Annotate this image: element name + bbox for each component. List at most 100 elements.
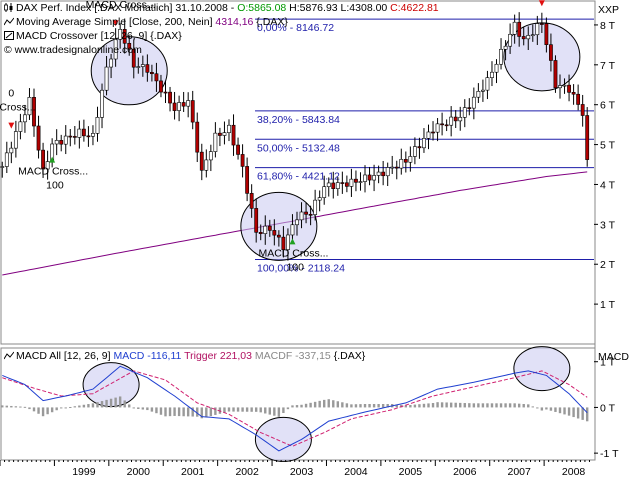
macdf-bar-72 — [327, 399, 330, 408]
price-axis: 1 T 2 T 3 T 4 T 5 T 6 T 7 T 8 T — [594, 20, 616, 311]
fib-label-0: 0,00% - 8146.72 — [257, 22, 334, 34]
macdf-bar-70 — [318, 400, 321, 408]
candle-body-100 — [453, 116, 458, 122]
macdf-bar-73 — [332, 400, 335, 408]
macdf-bar-17 — [78, 405, 81, 408]
macdf-bar-67 — [304, 403, 308, 408]
candle-body-23 — [104, 66, 109, 91]
candle-body-101 — [458, 116, 463, 122]
candle-body-95 — [431, 131, 435, 134]
macdf-bar-1 — [5, 405, 9, 408]
candle-body-102 — [462, 107, 467, 118]
macd-value: MACD -116,11 — [113, 350, 182, 362]
trigger-line — [2, 370, 588, 447]
candle-body-125 — [567, 84, 571, 93]
candle-body-103 — [467, 107, 472, 109]
macdf-bar-7 — [32, 407, 36, 412]
macdf-bar-12 — [55, 407, 58, 411]
macd-tick-label-1: 0 T — [600, 402, 616, 414]
macdf-bar-15 — [69, 406, 72, 408]
macdf-bar-64 — [291, 405, 294, 408]
macdf-bar-54 — [245, 407, 249, 412]
macdf-bar-37 — [168, 407, 172, 417]
macdf-bar-39 — [177, 407, 181, 417]
macdf-bar-53 — [241, 407, 244, 412]
macdf-bar-43 — [196, 407, 199, 417]
candle-body-124 — [562, 84, 567, 87]
candle-body-40 — [181, 102, 186, 107]
macdf-bar-23 — [105, 399, 108, 408]
candle-body-80 — [363, 174, 367, 182]
macdf-bar-14 — [64, 407, 67, 409]
candle-body-115 — [521, 36, 526, 40]
candle-body-55 — [249, 193, 254, 209]
candle-body-105 — [476, 91, 481, 98]
macdf-bar-20 — [91, 403, 95, 408]
macdf-bar-122 — [554, 407, 557, 412]
macdf-bar-36 — [164, 407, 167, 417]
macdf-bar-84 — [381, 404, 385, 408]
macdf-bar-5 — [23, 406, 27, 408]
macd-name: MACD All [12, 26, 9] — [16, 350, 114, 362]
macdf-bar-69 — [313, 401, 317, 408]
macdf-bar-57 — [259, 407, 262, 413]
candle-body-5 — [23, 114, 27, 123]
macdf-bar-129 — [585, 407, 589, 422]
candle-body-76 — [344, 182, 349, 187]
macdf-bar-59 — [268, 407, 271, 415]
buy-arrow-3 — [289, 238, 296, 245]
candle-body-127 — [576, 93, 581, 105]
macdf-bar-30 — [137, 407, 140, 409]
candle-body-48 — [218, 132, 222, 136]
candle-body-118 — [535, 23, 540, 36]
fib-label-2: 50,00% - 5132.48 — [257, 142, 340, 154]
candle-body-67 — [304, 211, 308, 215]
macdf-bar-94 — [427, 403, 430, 408]
candle-body-3 — [13, 131, 18, 149]
macdf-bar-22 — [100, 401, 104, 408]
year-label-2005: 2005 — [399, 466, 423, 478]
highlight-circle-4 — [254, 416, 312, 462]
macdf-bar-19 — [87, 404, 90, 408]
candle-body-0 — [0, 166, 5, 168]
buy-label-1: MACD Cross... — [18, 166, 88, 178]
candle-body-69 — [313, 199, 318, 215]
highlight-circle-1 — [240, 191, 318, 261]
crossover-icon — [4, 31, 14, 40]
price-tick-label-5: 6 T — [600, 100, 616, 112]
candle-body-63 — [286, 234, 290, 250]
macdf-bar-127 — [576, 407, 580, 419]
price-tick-label-0: 1 T — [600, 299, 616, 311]
price-tick-label-2: 3 T — [600, 219, 616, 231]
highlight-circles — [82, 22, 581, 462]
candle-body-52 — [236, 144, 240, 155]
macdf-bar-63 — [286, 407, 290, 410]
candle-body-85 — [385, 167, 390, 177]
macdf-bar-28 — [128, 404, 131, 408]
macdf-bar-66 — [300, 404, 303, 408]
candle-body-75 — [340, 182, 345, 184]
macdf-bar-121 — [549, 407, 553, 411]
year-label-2000: 2000 — [127, 466, 151, 478]
macd-tick-label-0: 1 T — [600, 357, 616, 369]
macdf-bar-46 — [209, 407, 213, 417]
macdf-bar-116 — [527, 404, 530, 408]
macd-series — [1, 365, 589, 452]
high-value: H:5876.93 — [286, 2, 338, 14]
macdf-bar-21 — [96, 402, 99, 408]
candle-body-35 — [159, 80, 163, 93]
macdf-bar-91 — [413, 404, 417, 408]
macdf-bar-118 — [536, 407, 539, 409]
macdf-bar-60 — [273, 407, 276, 416]
macdf-bar-61 — [277, 407, 281, 417]
macdf-bar-117 — [531, 406, 534, 408]
macdf-bar-16 — [73, 406, 77, 408]
macdf-bar-85 — [386, 404, 389, 408]
candlesticks — [0, 12, 590, 261]
instrument-title: DAX Perf. Index [.DAX Monatlich] 31.10.2… — [16, 2, 238, 14]
candle-body-96 — [435, 123, 440, 133]
macdf-bar-51 — [232, 407, 235, 412]
buy-label-3: MACD Cross... — [258, 247, 328, 259]
candle-body-91 — [412, 146, 417, 157]
